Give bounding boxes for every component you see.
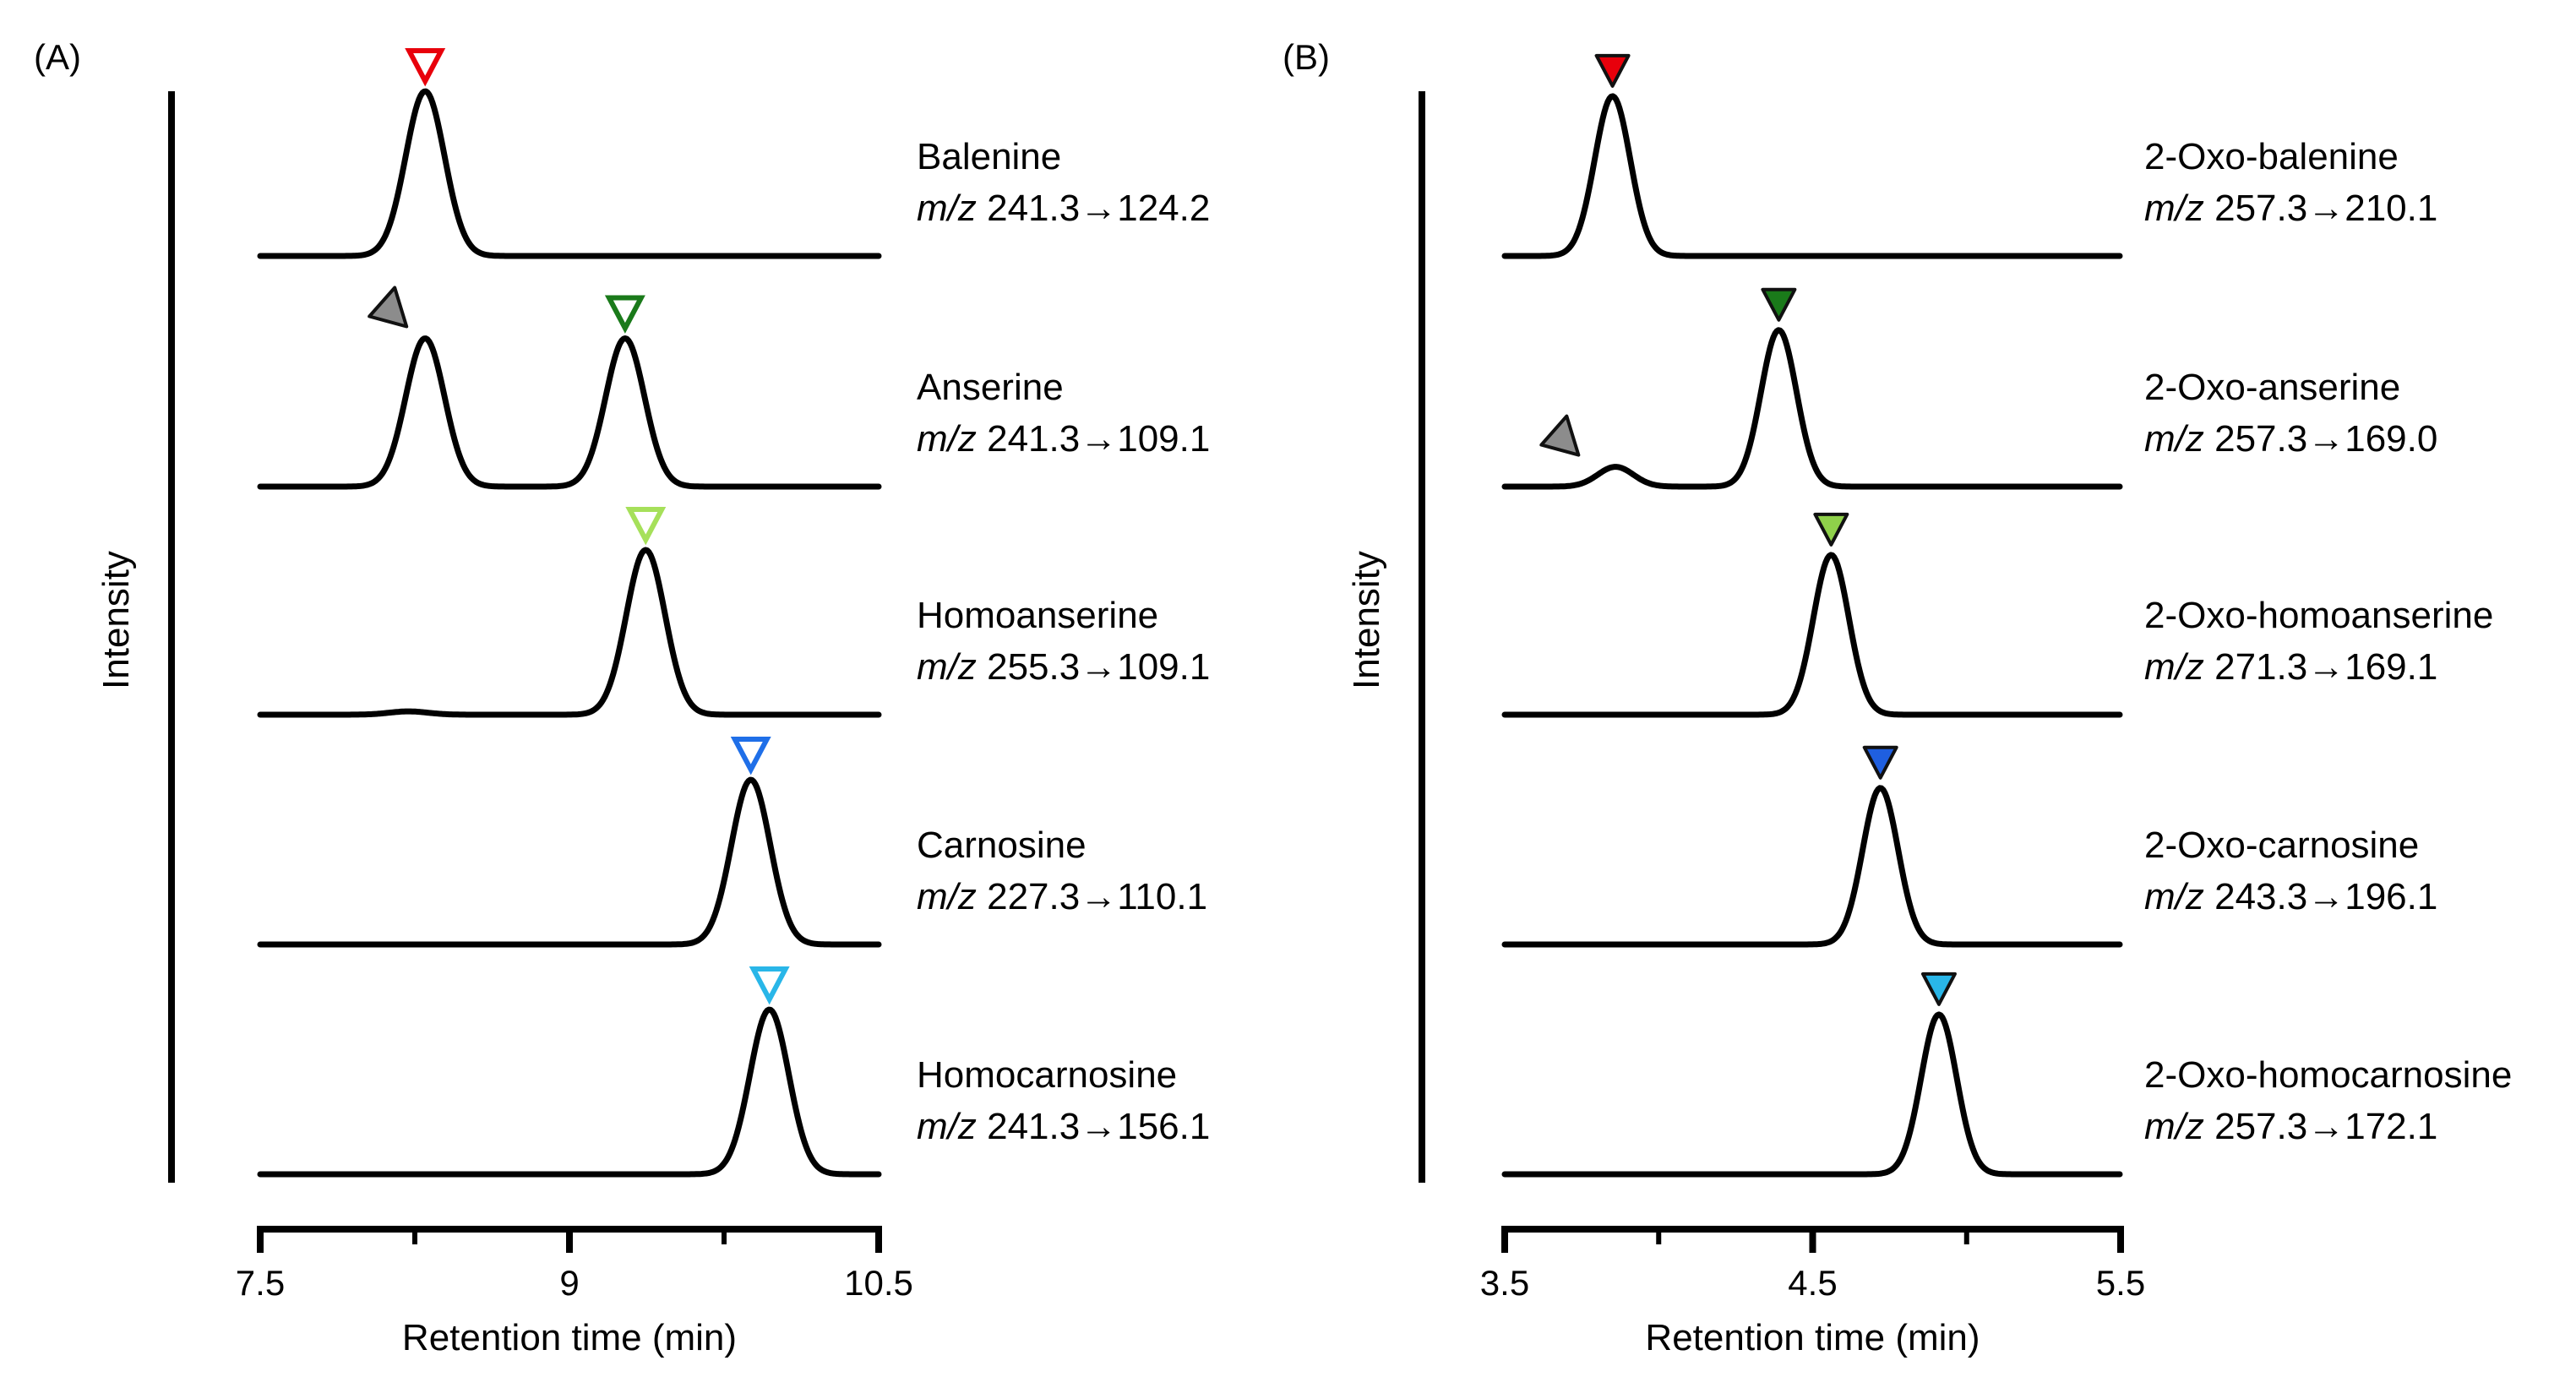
compound-name: Carnosine xyxy=(917,825,1086,866)
panel-b-x-axis-label: Retention time (min) xyxy=(1645,1317,1980,1358)
mrm-transition: m/z 241.3→124.2 xyxy=(917,188,1210,229)
panel-a-x-axis: 7.5 9 10.5 Retention time (min) xyxy=(236,1226,913,1358)
peak-marker-2 xyxy=(1539,414,1581,457)
peak-marker-1 xyxy=(749,966,790,1005)
peak-marker-1 xyxy=(1920,972,1957,1006)
peak-marker-2 xyxy=(604,295,645,334)
compound-name: Homocarnosine xyxy=(917,1054,1177,1096)
chromatogram-trace xyxy=(257,88,882,259)
x-tick-label: 10.5 xyxy=(844,1263,913,1303)
peak-marker-1 xyxy=(1594,53,1631,88)
chromatogram-trace xyxy=(257,547,882,718)
chromatogram-trace xyxy=(1501,1011,2123,1178)
panel-b-y-axis-label: Intensity xyxy=(1346,551,1387,689)
compound-name: 2-Oxo-anserine xyxy=(2144,367,2400,408)
series-4: Carnosine m/z 227.3→110.1 xyxy=(257,737,1207,948)
series-1: 2-Oxo-balenine m/z 257.3→210.1 xyxy=(1501,53,2437,259)
peak-marker-1 xyxy=(625,507,667,546)
compound-name: Homoanserine xyxy=(917,595,1158,636)
panel-a-y-axis-label: Intensity xyxy=(95,551,137,689)
chromatogram-trace xyxy=(257,335,882,490)
x-tick-label: 7.5 xyxy=(236,1263,285,1303)
mrm-transition: m/z 257.3→169.0 xyxy=(2144,418,2437,460)
series-5: Homocarnosine m/z 241.3→156.1 xyxy=(257,966,1210,1178)
series-2: 2-Oxo-anserine m/z 257.3→169.0 xyxy=(1501,287,2437,490)
series-4: 2-Oxo-carnosine m/z 243.3→196.1 xyxy=(1501,745,2437,948)
peak-marker-1 xyxy=(368,286,409,329)
series-2: Anserine m/z 241.3→109.1 xyxy=(257,286,1210,490)
mrm-transition: m/z 243.3→196.1 xyxy=(2144,876,2437,917)
panel-a-label: (A) xyxy=(34,37,81,77)
peak-marker-1 xyxy=(405,48,446,87)
compound-name: Anserine xyxy=(917,367,1064,408)
series-3: Homoanserine m/z 255.3→109.1 xyxy=(257,507,1210,718)
mrm-transition: m/z 271.3→169.1 xyxy=(2144,646,2437,688)
series-3: 2-Oxo-homoanserine m/z 271.3→169.1 xyxy=(1501,512,2493,718)
compound-name: 2-Oxo-balenine xyxy=(2144,136,2399,177)
panel-b-label: (B) xyxy=(1283,37,1330,77)
series-1: Balenine m/z 241.3→124.2 xyxy=(257,48,1210,259)
panel-a: (A) Intensity Balenine m/z 241.3→124.2 Anser… xyxy=(34,37,1210,1358)
chromatogram-trace xyxy=(257,1006,882,1178)
compound-name: Balenine xyxy=(917,136,1061,177)
chromatogram-trace xyxy=(1501,552,2123,718)
peak-marker-1 xyxy=(1761,287,1797,322)
chromatogram-trace xyxy=(257,776,882,948)
mrm-transition: m/z 227.3→110.1 xyxy=(917,876,1207,917)
panel-a-x-axis-label: Retention time (min) xyxy=(402,1317,737,1358)
chromatogram-trace xyxy=(1501,93,2123,259)
mrm-transition: m/z 241.3→109.1 xyxy=(917,418,1210,460)
peak-marker-1 xyxy=(730,737,771,776)
peak-marker-1 xyxy=(1813,512,1849,547)
panel-b: (B) Intensity 2-Oxo-balenine m/z 257.3→210.… xyxy=(1283,37,2512,1358)
mrm-transition: m/z 241.3→156.1 xyxy=(917,1106,1210,1147)
x-tick-label: 4.5 xyxy=(1788,1263,1837,1303)
mrm-transition: m/z 257.3→172.1 xyxy=(2144,1106,2437,1147)
chromatogram-trace xyxy=(1501,785,2123,948)
compound-name: 2-Oxo-carnosine xyxy=(2144,825,2419,866)
x-tick-label: 9 xyxy=(559,1263,579,1303)
peak-marker-1 xyxy=(1862,745,1898,780)
x-tick-label: 3.5 xyxy=(1480,1263,1529,1303)
x-tick-label: 5.5 xyxy=(2096,1263,2145,1303)
panel-b-x-axis: 3.5 4.5 5.5 Retention time (min) xyxy=(1480,1226,2145,1358)
series-5: 2-Oxo-homocarnosine m/z 257.3→172.1 xyxy=(1501,972,2512,1178)
compound-name: 2-Oxo-homocarnosine xyxy=(2144,1054,2512,1096)
compound-name: 2-Oxo-homoanserine xyxy=(2144,595,2493,636)
mrm-transition: m/z 257.3→210.1 xyxy=(2144,188,2437,229)
mrm-transition: m/z 255.3→109.1 xyxy=(917,646,1210,688)
chromatogram-trace xyxy=(1501,327,2123,490)
